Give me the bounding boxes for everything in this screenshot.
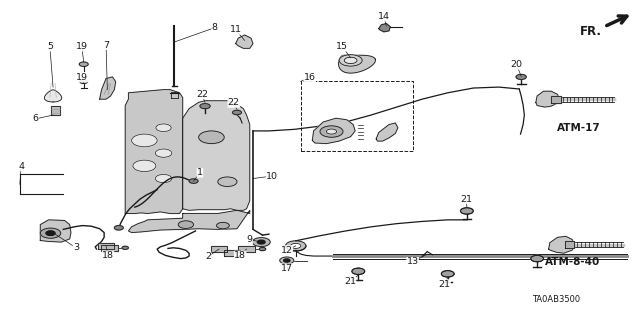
Bar [172,92,177,98]
Text: 8: 8 [212,23,218,32]
Circle shape [156,124,172,131]
Circle shape [339,55,362,66]
Text: 10: 10 [266,172,278,181]
Circle shape [257,240,265,244]
Circle shape [280,257,294,264]
Text: 21: 21 [438,279,451,288]
Circle shape [189,179,198,183]
Bar [564,241,574,249]
Circle shape [122,246,129,249]
Polygon shape [376,123,398,141]
Circle shape [291,243,301,249]
Text: 22: 22 [228,99,240,108]
Text: 19: 19 [76,42,88,51]
Text: 7: 7 [103,41,109,50]
Text: 15: 15 [337,42,348,51]
Circle shape [320,126,343,137]
Text: 21: 21 [344,277,356,286]
Text: 13: 13 [406,257,419,266]
Text: 6: 6 [33,114,39,123]
Bar [211,246,227,252]
Text: 20: 20 [511,60,523,69]
Polygon shape [100,77,116,99]
Text: 18: 18 [234,251,246,260]
Circle shape [79,62,88,66]
Circle shape [156,149,172,157]
Text: ATM-17: ATM-17 [557,123,601,133]
Circle shape [216,222,229,229]
Circle shape [200,104,210,109]
Circle shape [284,259,290,262]
Bar [301,81,413,151]
Bar [551,96,561,103]
Circle shape [178,221,193,228]
Bar [51,106,60,115]
Circle shape [132,134,157,147]
Circle shape [442,271,454,277]
Polygon shape [125,90,182,213]
Bar [98,243,115,249]
Circle shape [252,238,270,247]
Circle shape [218,177,237,187]
Circle shape [232,110,241,115]
Polygon shape [339,55,376,73]
Circle shape [46,231,55,235]
Polygon shape [182,101,250,210]
Circle shape [115,226,124,230]
Text: FR.: FR. [580,26,602,39]
Circle shape [326,129,337,134]
Text: 3: 3 [73,243,79,252]
Circle shape [352,268,365,274]
Circle shape [80,80,88,84]
Polygon shape [312,118,355,144]
Bar [101,245,118,251]
Text: 9: 9 [247,235,253,244]
Text: 19: 19 [76,73,88,82]
Text: 2: 2 [205,252,211,261]
Polygon shape [536,91,559,107]
Bar [238,246,255,252]
Circle shape [156,174,172,183]
Text: 4: 4 [18,162,24,171]
Text: 14: 14 [378,12,390,21]
Bar [224,250,239,256]
Circle shape [198,131,224,144]
Circle shape [285,241,306,251]
Circle shape [133,160,156,172]
Circle shape [344,57,357,63]
Text: 17: 17 [281,263,292,273]
Circle shape [40,228,61,238]
Polygon shape [236,35,253,48]
Polygon shape [44,90,61,102]
Text: 11: 11 [230,26,242,34]
Circle shape [461,208,473,214]
Text: 18: 18 [102,251,114,260]
Text: 12: 12 [281,246,292,255]
Text: TA0AB3500: TA0AB3500 [532,295,580,304]
Circle shape [531,256,543,262]
Polygon shape [548,236,574,253]
Text: 21: 21 [460,195,472,204]
Polygon shape [129,210,250,233]
Text: ATM-8-40: ATM-8-40 [545,257,600,267]
Text: 5: 5 [47,42,53,51]
Text: 1: 1 [197,168,203,177]
Polygon shape [40,220,71,242]
Text: 22: 22 [196,90,208,99]
Polygon shape [379,24,390,32]
Text: 16: 16 [304,73,316,82]
Circle shape [259,248,266,251]
Circle shape [516,74,526,79]
